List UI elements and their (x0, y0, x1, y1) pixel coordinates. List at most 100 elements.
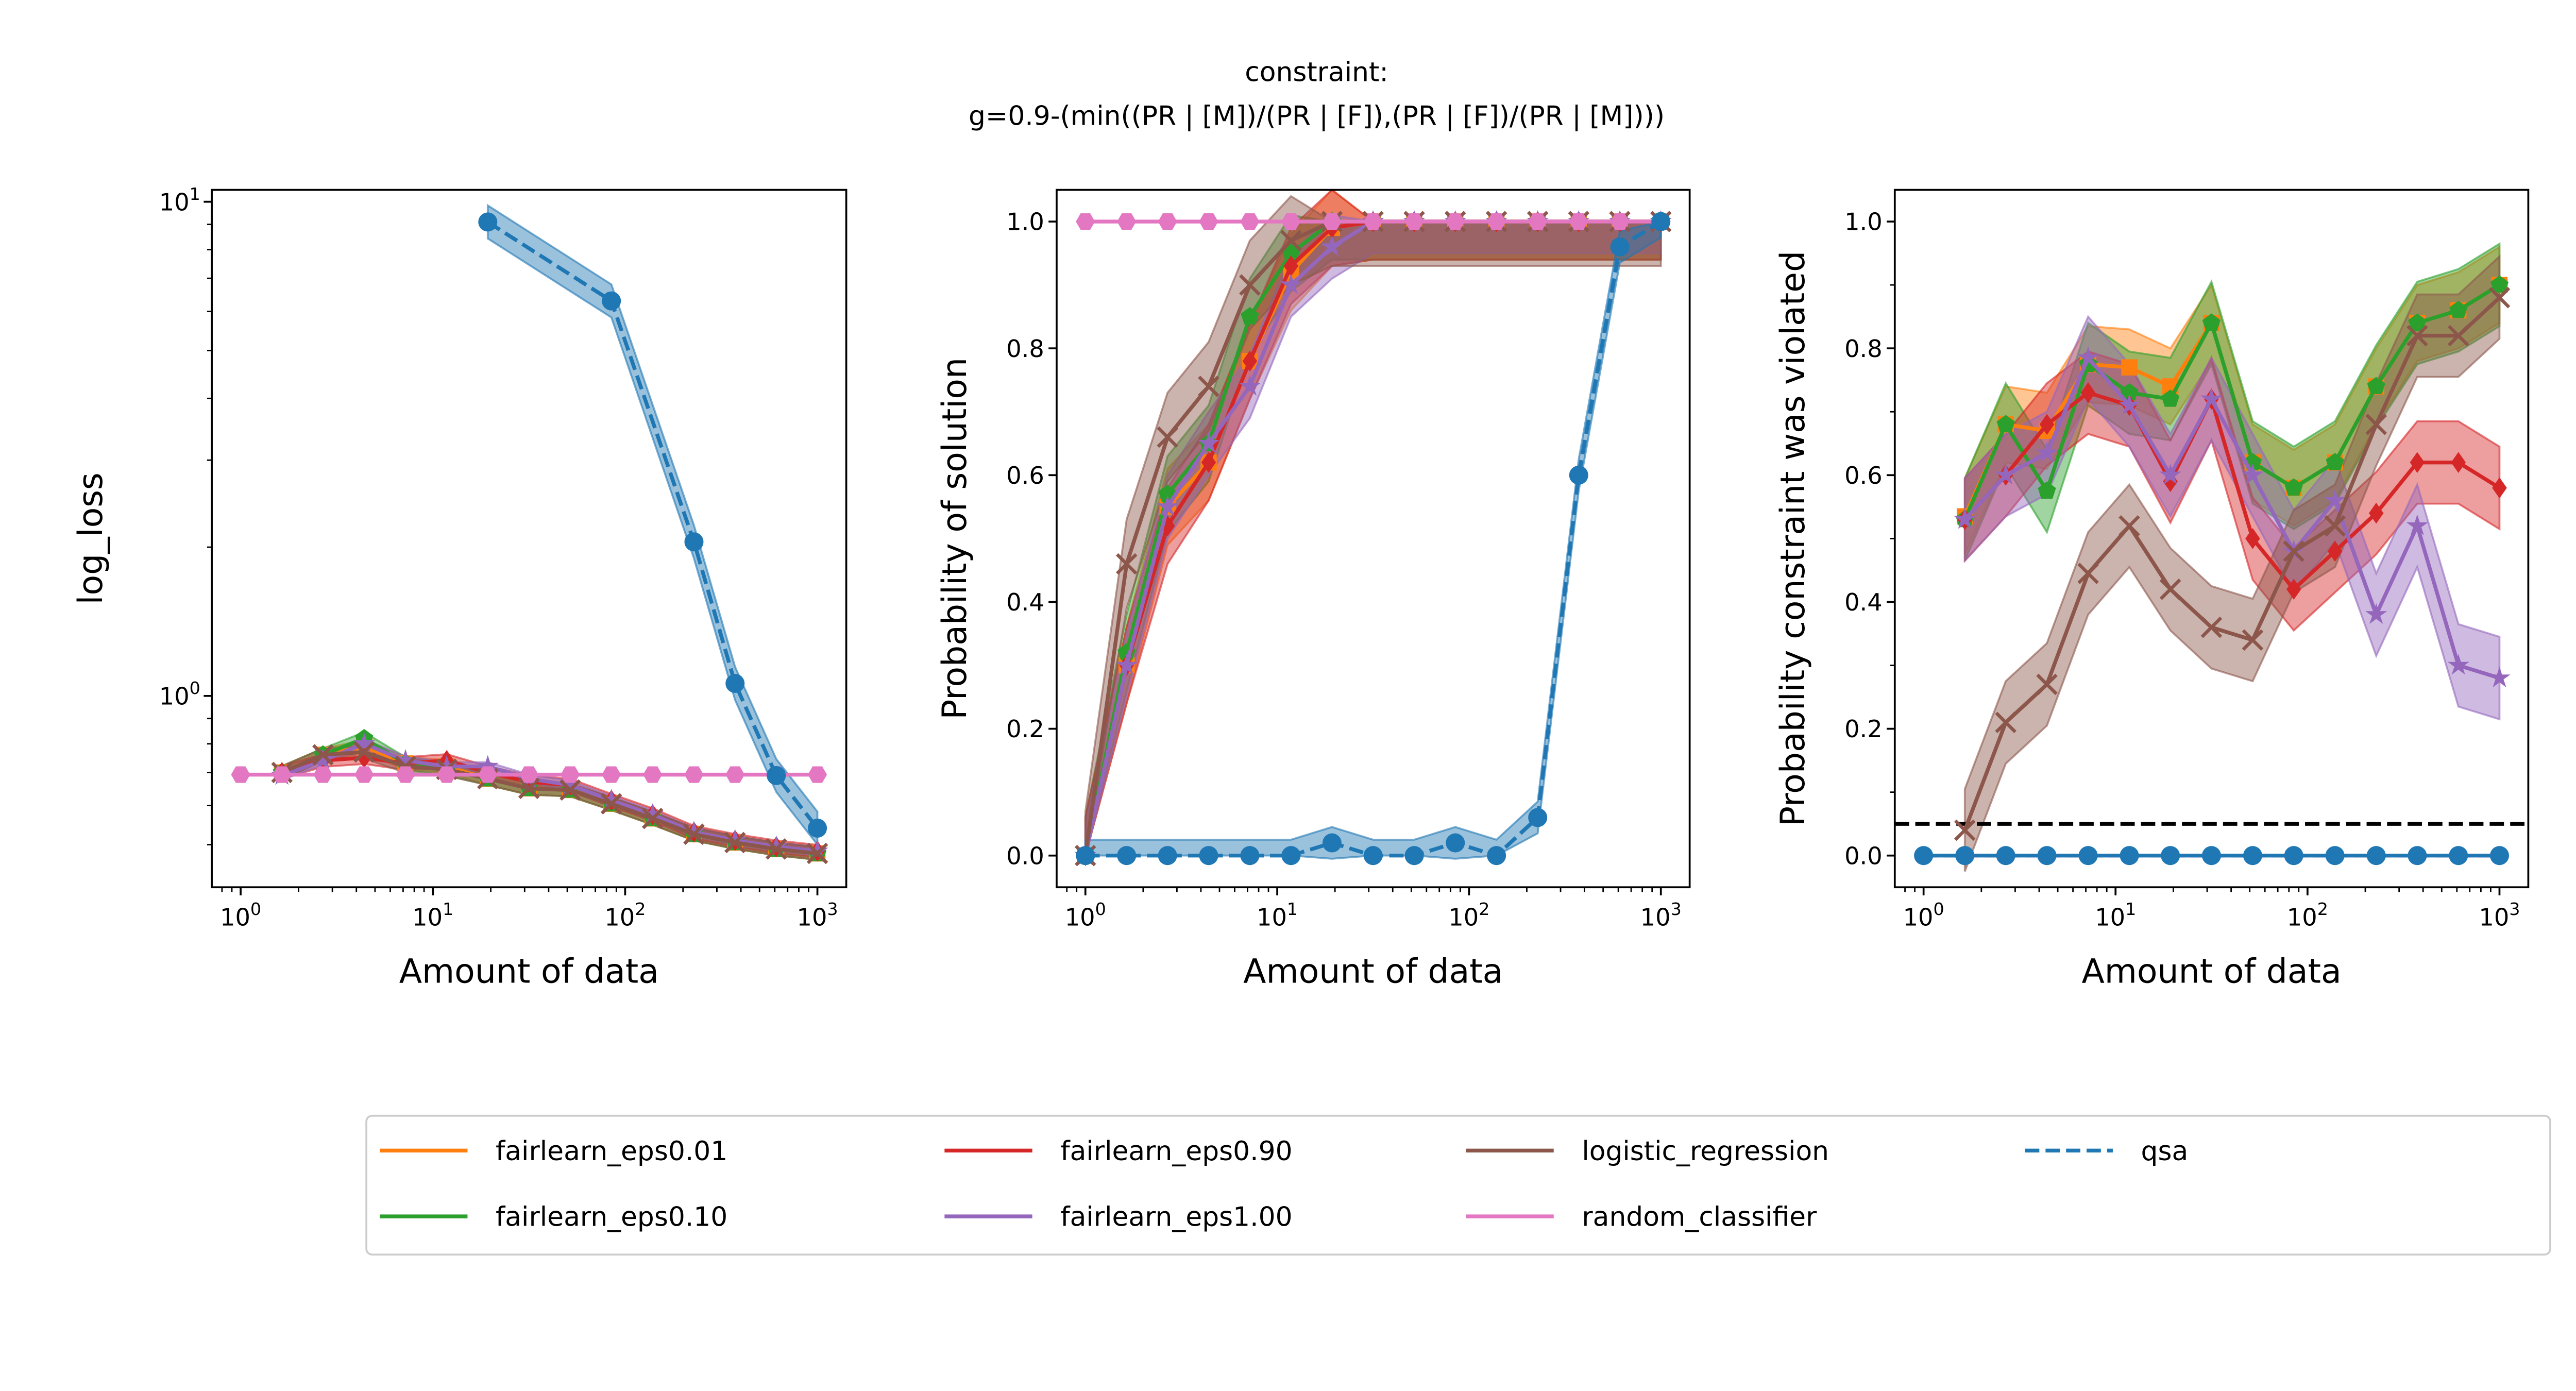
data-point-qsa (1158, 846, 1177, 866)
data-point-random_classifier (1528, 213, 1548, 230)
data-point-qsa (1955, 846, 1975, 866)
data-point-random_classifier (643, 766, 663, 783)
x-tick-label: 103 (2479, 899, 2520, 931)
data-point-logistic_regression (1157, 426, 1178, 448)
data-point-qsa (1610, 237, 1630, 257)
data-point-qsa (808, 818, 827, 838)
data-point-fairlearn_eps0.90 (1242, 350, 1258, 372)
data-point-random_classifier (684, 766, 704, 783)
chart-panels: 100 101 102 103 100 101 Amount of data log_loss… (72, 184, 2530, 991)
legend-item-fairlearn_eps0.01: fairlearn_eps0.01 (380, 1136, 727, 1167)
data-point-random_classifier (396, 766, 415, 783)
x-axis-label: Amount of data (1243, 952, 1503, 991)
data-point-logistic_regression (2447, 325, 2469, 347)
data-point-fairlearn_eps1.00 (2365, 603, 2387, 624)
axes-frame (1056, 189, 1691, 889)
data-point-qsa (725, 674, 745, 693)
data-point-random_classifier (1281, 213, 1301, 230)
y-tick-label: 100 (159, 678, 200, 710)
data-point-fairlearn_eps1.00 (2077, 346, 2099, 367)
data-point-logistic_regression (641, 807, 664, 829)
legend-item-logistic_regression: logistic_regression (1466, 1136, 1829, 1167)
y-tick-label: 0.8 (1006, 335, 1044, 363)
x-tick-label: 100 (220, 899, 261, 931)
data-point-qsa (602, 291, 621, 311)
chart-panel-2: 100 101 102 103 0.0 0.2 0.4 0.6 0.8 1.0 Amount of … (936, 189, 1691, 991)
data-point-fairlearn_eps0.10 (2408, 313, 2427, 331)
data-point-logistic_regression (765, 838, 787, 860)
x-tick-label: 101 (412, 899, 453, 931)
legend-box (365, 1114, 2551, 1256)
x-tick-label: 100 (1065, 899, 1106, 931)
series-line-fairlearn_eps0.10 (1963, 283, 2501, 520)
legend-label: fairlearn_eps0.90 (1060, 1136, 1292, 1167)
data-point-fairlearn_eps0.90 (1201, 452, 1216, 473)
data-point-fairlearn_eps0.10 (2038, 481, 2056, 499)
data-point-random_classifier (437, 766, 456, 783)
data-point-random_classifier (1487, 213, 1506, 230)
legend: fairlearn_eps0.01 fairlearn_eps0.10 fairle… (365, 1114, 2551, 1256)
data-point-fairlearn_eps1.00 (683, 821, 705, 842)
y-axis-label: Probability constraint was violated (1774, 251, 1812, 826)
confidence-band-qsa (486, 203, 819, 847)
data-point-random_classifier (1240, 213, 1260, 230)
data-point-fairlearn_eps0.10 (2490, 275, 2509, 293)
plot-area (1074, 189, 1672, 867)
y-tick-label: 0.6 (1006, 462, 1044, 489)
data-point-fairlearn_eps1.00 (1321, 235, 1343, 257)
data-point-fairlearn_eps1.00 (2324, 489, 2346, 510)
data-point-qsa (2449, 846, 2468, 866)
data-point-fairlearn_eps0.90 (2327, 540, 2343, 562)
data-point-logistic_regression (2283, 540, 2304, 562)
data-point-logistic_regression (2036, 673, 2058, 696)
data-point-qsa (1404, 846, 1424, 866)
data-point-logistic_regression (600, 793, 622, 815)
data-point-qsa (2489, 846, 2509, 866)
data-point-fairlearn_eps1.00 (2406, 514, 2429, 535)
legend-item-random_classifier: random_classifier (1466, 1202, 1817, 1233)
y-tick-label: 0.2 (1006, 715, 1044, 743)
data-point-qsa (2325, 846, 2345, 866)
confidence-band-logistic_regression (1963, 254, 2501, 872)
data-point-qsa (1281, 846, 1301, 866)
data-point-random_classifier (1569, 213, 1588, 230)
data-point-qsa (1363, 846, 1383, 866)
data-point-random_classifier (231, 766, 250, 783)
data-point-qsa (2284, 846, 2303, 866)
data-point-logistic_regression (559, 779, 581, 801)
data-point-random_classifier (1117, 213, 1137, 230)
data-point-random_classifier (1322, 213, 1342, 230)
data-point-fairlearn_eps1.00 (1280, 273, 1302, 295)
data-point-fairlearn_eps1.00 (806, 840, 828, 861)
data-point-qsa (1076, 846, 1095, 866)
data-point-logistic_regression (1995, 711, 2016, 734)
data-point-random_classifier (1076, 213, 1095, 230)
data-point-fairlearn_eps1.00 (394, 749, 417, 770)
data-point-fairlearn_eps0.90 (2451, 452, 2466, 473)
data-point-qsa (2366, 846, 2386, 866)
data-point-logistic_regression (518, 777, 540, 800)
data-point-logistic_regression (2200, 616, 2223, 638)
series-line-qsa (486, 220, 819, 829)
data-point-random_classifier (725, 766, 745, 783)
data-point-qsa (1528, 808, 1548, 827)
data-point-qsa (684, 532, 704, 552)
legend-label: random_classifier (1582, 1202, 1817, 1233)
plot-area (1894, 242, 2529, 872)
data-point-fairlearn_eps1.00 (2242, 464, 2264, 485)
x-axis-label: Amount of data (399, 952, 659, 991)
x-tick-label: 103 (1640, 899, 1682, 931)
data-point-fairlearn_eps1.00 (435, 755, 458, 776)
data-point-qsa (2161, 846, 2180, 866)
data-point-fairlearn_eps1.00 (2488, 666, 2511, 688)
data-point-fairlearn_eps0.90 (2039, 414, 2055, 435)
data-point-logistic_regression (1954, 819, 1976, 841)
data-point-random_classifier (478, 766, 498, 783)
data-point-logistic_regression (2406, 325, 2428, 347)
data-point-fairlearn_eps0.10 (2326, 453, 2344, 470)
data-point-fairlearn_eps1.00 (353, 732, 375, 753)
data-point-fairlearn_eps1.00 (1954, 508, 1976, 529)
y-tick-label: 0.4 (1006, 588, 1044, 616)
data-point-qsa (1446, 833, 1465, 853)
data-point-fairlearn_eps0.10 (1996, 415, 2015, 432)
